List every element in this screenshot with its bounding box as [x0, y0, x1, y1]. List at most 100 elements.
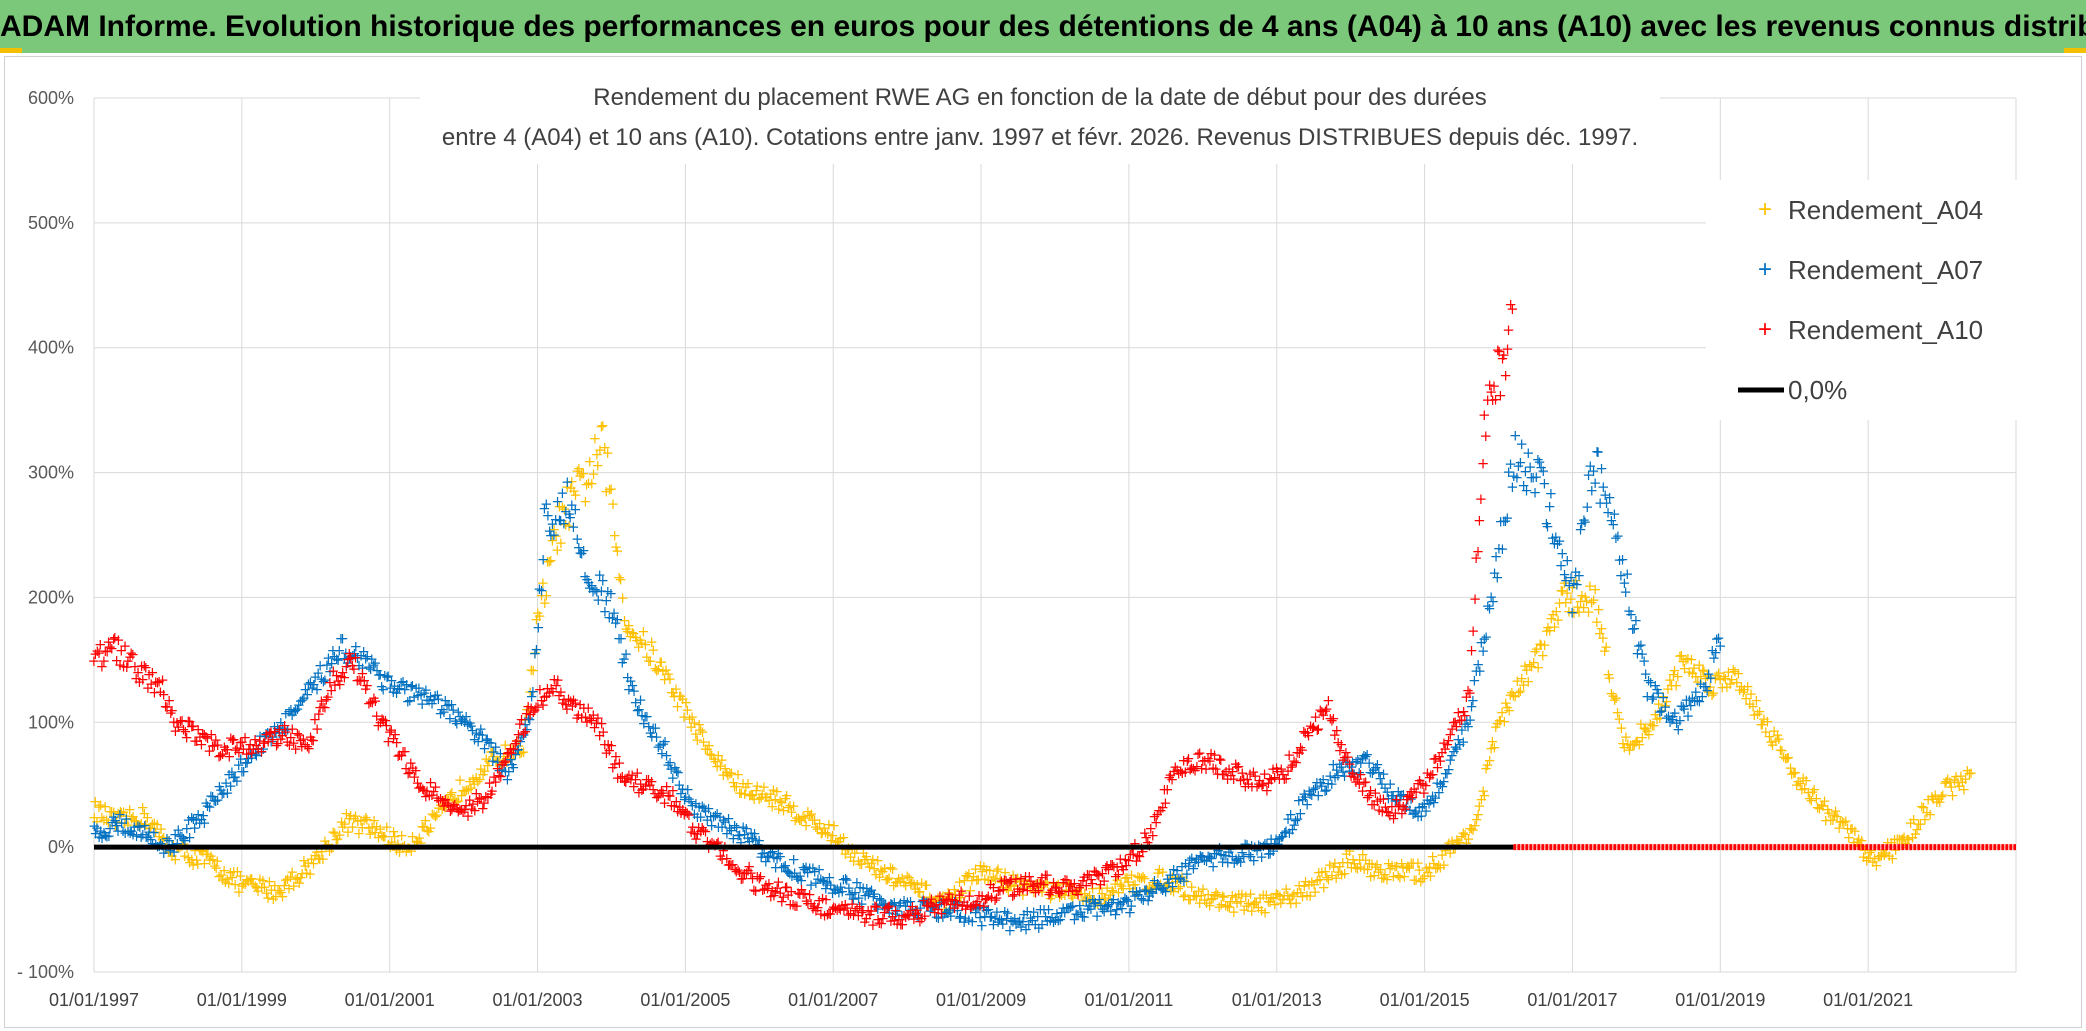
point-a04: +	[622, 616, 635, 634]
point-a04: +	[693, 716, 706, 734]
point-a04: +	[462, 780, 475, 798]
point-a04: +	[464, 772, 477, 790]
point-a04: +	[608, 527, 621, 545]
point-a04: +	[343, 809, 356, 827]
point-a04: +	[361, 810, 374, 828]
point-a04: +	[529, 644, 542, 662]
point-a04: +	[541, 553, 554, 571]
point-a07: +	[198, 814, 211, 832]
point-a04: +	[135, 814, 148, 832]
point-a04: +	[730, 777, 743, 795]
point-a04: +	[328, 824, 341, 842]
point-a04: +	[722, 767, 735, 785]
point-a04: +	[226, 869, 239, 887]
point-a04: +	[338, 815, 351, 833]
point-a04: +	[582, 474, 595, 492]
point-a04: +	[88, 809, 101, 827]
point-a04: +	[1488, 738, 1501, 756]
point-a04: +	[418, 818, 431, 836]
point-a04: +	[118, 814, 131, 832]
point-a04: +	[565, 479, 578, 497]
point-a04: +	[585, 474, 598, 492]
point-a07: +	[1595, 459, 1608, 477]
point-a04: +	[573, 460, 586, 478]
point-a04: +	[200, 845, 213, 863]
point-a04: +	[603, 481, 616, 499]
banner-accent-right	[2064, 48, 2086, 53]
point-a04: +	[109, 816, 122, 834]
point-a04: +	[105, 802, 118, 820]
point-a04: +	[629, 629, 642, 647]
point-a04: +	[618, 612, 631, 630]
point-a04: +	[647, 641, 660, 659]
point-a07: +	[1501, 509, 1514, 527]
point-a10: +	[1494, 386, 1507, 404]
point-a04: +	[239, 875, 252, 893]
point-a04: +	[502, 745, 515, 763]
point-a04: +	[678, 708, 691, 726]
point-a04: +	[543, 553, 556, 571]
point-a04: +	[255, 879, 268, 897]
point-a04: +	[444, 786, 457, 804]
point-a04: +	[94, 796, 107, 814]
point-a04: +	[465, 779, 478, 797]
point-a04: +	[333, 826, 346, 844]
point-a04: +	[537, 574, 550, 592]
legend-label-a10: Rendement_A10	[1788, 315, 1983, 345]
point-a04: +	[260, 884, 273, 902]
point-a07: +	[1487, 592, 1500, 610]
legend-label-zero: 0,0%	[1788, 375, 1847, 405]
point-a07: +	[1608, 505, 1621, 523]
point-a04: +	[213, 868, 226, 886]
point-a04: +	[309, 846, 322, 864]
point-a04: +	[360, 809, 373, 827]
point-a04: +	[509, 745, 522, 763]
point-a07: +	[537, 551, 550, 569]
x-tick-label: 01/01/2013	[1232, 990, 1322, 1010]
point-a10: +	[1469, 590, 1482, 608]
point-a04: +	[473, 771, 486, 789]
point-a04: +	[191, 855, 204, 873]
point-a04: +	[130, 812, 143, 830]
point-a04: +	[728, 778, 741, 796]
point-a04: +	[363, 819, 376, 837]
point-a04: +	[144, 820, 157, 838]
point-a04: +	[98, 811, 111, 829]
point-a04: +	[587, 465, 600, 483]
point-a10: +	[1467, 622, 1480, 640]
point-a04: +	[745, 785, 758, 803]
point-a04: +	[530, 611, 543, 629]
point-a04: +	[592, 456, 605, 474]
point-a04: +	[724, 765, 737, 783]
point-a04: +	[378, 828, 391, 846]
point-a04: +	[125, 809, 138, 827]
point-a04: +	[223, 875, 236, 893]
point-a04: +	[421, 821, 434, 839]
point-a04: +	[595, 418, 608, 436]
point-a04: +	[91, 812, 104, 830]
y-axis-ticks: - 100% 0% 100% 200% 300% 400% 500% 600%	[17, 88, 74, 982]
point-a10: +	[1477, 455, 1490, 473]
point-a10: +	[1472, 542, 1485, 560]
point-a04: +	[454, 771, 467, 789]
point-a04: +	[644, 652, 657, 670]
point-a04: +	[187, 856, 200, 874]
point-a04: +	[330, 830, 343, 848]
x-tick-label: 01/01/2007	[788, 990, 878, 1010]
point-a04: +	[696, 723, 709, 741]
point-a04: +	[263, 872, 276, 890]
point-a04: +	[157, 829, 170, 847]
data-points: ++++++++++++++++++++++++++++++++++++++++…	[88, 296, 1978, 940]
point-a04: +	[532, 604, 545, 622]
point-a04: +	[374, 820, 387, 838]
point-a04: +	[284, 868, 297, 886]
point-a04: +	[685, 718, 698, 736]
point-a04: +	[217, 871, 230, 889]
point-a04: +	[665, 684, 678, 702]
point-a04: +	[166, 847, 179, 865]
point-a04: +	[753, 790, 766, 808]
point-a04: +	[521, 701, 534, 719]
point-a07: +	[577, 542, 590, 560]
point-a04: +	[688, 714, 701, 732]
point-a04: +	[1589, 581, 1602, 599]
